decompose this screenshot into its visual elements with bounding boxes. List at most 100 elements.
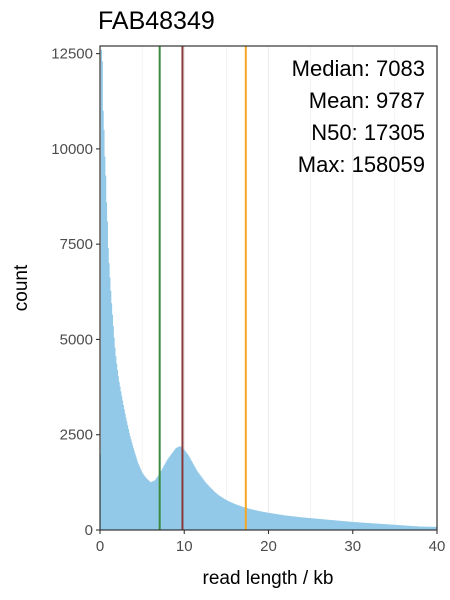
- histogram-bar: [378, 523, 380, 530]
- histogram-bar: [178, 446, 180, 530]
- histogram-bar: [352, 522, 354, 530]
- histogram-bar: [416, 526, 418, 530]
- histogram-bar: [284, 515, 286, 530]
- histogram-bar: [382, 524, 384, 530]
- histogram-bar: [249, 509, 252, 530]
- histogram-bar: [144, 476, 146, 530]
- histogram-bar: [258, 511, 260, 530]
- histogram-bar: [188, 456, 190, 530]
- histogram-bar: [118, 381, 120, 530]
- histogram-bar: [228, 501, 230, 530]
- histogram-bar: [421, 526, 424, 530]
- histogram-bar: [410, 525, 412, 530]
- histogram-bar: [330, 520, 333, 530]
- histogram-bar: [231, 502, 233, 530]
- histogram-bar: [123, 409, 125, 530]
- histogram-bar: [135, 456, 137, 530]
- histogram-bar: [206, 483, 208, 530]
- histogram-bar: [117, 376, 119, 530]
- histogram-bar: [409, 525, 411, 530]
- histogram-bar: [264, 512, 266, 530]
- histogram-bar: [373, 523, 376, 530]
- histogram-bar: [378, 523, 381, 530]
- histogram-bar: [252, 509, 254, 530]
- histogram-bar: [208, 486, 210, 530]
- histogram-bar: [287, 515, 290, 530]
- histogram-bar: [120, 391, 122, 530]
- histogram-bar: [183, 449, 185, 530]
- histogram-bar: [345, 521, 347, 530]
- chart-title: FAB48349: [98, 7, 215, 35]
- histogram-bar: [189, 457, 191, 530]
- histogram-bar: [212, 489, 214, 530]
- histogram-bar: [174, 448, 177, 530]
- histogram-bar: [187, 455, 189, 530]
- histogram-bar: [193, 465, 195, 530]
- histogram-bar: [166, 460, 168, 530]
- histogram-bar: [379, 523, 381, 530]
- histogram-bar: [313, 518, 315, 530]
- histogram-bar: [407, 525, 409, 530]
- histogram-bar: [366, 522, 368, 530]
- histogram-bar: [161, 469, 163, 530]
- histogram-bar: [402, 525, 404, 530]
- histogram-bar: [396, 524, 398, 530]
- histogram-bar: [210, 488, 212, 530]
- histogram-bar: [111, 314, 113, 530]
- histogram-bar: [261, 511, 263, 530]
- histogram-bar: [274, 513, 276, 530]
- histogram-bar: [132, 445, 134, 530]
- histogram-bar: [364, 522, 366, 530]
- histogram-bar: [148, 481, 151, 530]
- histogram-bar: [110, 303, 113, 530]
- histogram-bar: [114, 347, 116, 530]
- histogram-bar: [433, 526, 435, 530]
- histogram-bar: [172, 452, 174, 530]
- histogram-bar: [297, 516, 300, 530]
- histogram-bar: [212, 490, 215, 530]
- histogram-bar: [244, 507, 246, 530]
- histogram-bar: [318, 518, 320, 530]
- histogram-bar: [257, 510, 259, 530]
- histogram-bar: [347, 521, 349, 530]
- histogram-bar: [125, 417, 127, 530]
- histogram-bar: [393, 524, 395, 530]
- histogram-bar: [273, 513, 275, 530]
- histogram-bar: [406, 525, 408, 530]
- stat-annotation: Median: 7083: [292, 56, 425, 81]
- histogram-bar: [164, 463, 167, 530]
- histogram-bar: [169, 455, 172, 530]
- histogram-bar: [142, 474, 145, 530]
- histogram-bar: [113, 337, 115, 530]
- histogram-bar: [105, 175, 107, 530]
- histogram-bar: [107, 247, 109, 530]
- histogram-bar: [297, 516, 299, 530]
- histogram-bar: [266, 512, 269, 530]
- histogram-bar: [339, 520, 341, 530]
- histogram-bar: [112, 326, 114, 530]
- histogram-bar: [215, 493, 217, 530]
- histogram-bar: [319, 519, 322, 530]
- histogram-bar: [141, 471, 143, 530]
- histogram-bar: [412, 526, 414, 530]
- histogram-bar: [313, 518, 316, 530]
- histogram-bar: [356, 522, 359, 530]
- histogram-bar: [228, 501, 231, 530]
- histogram-bar: [420, 526, 423, 530]
- histogram-bar: [190, 459, 192, 530]
- y-tick-label: 12500: [51, 46, 93, 63]
- histogram-bar: [341, 521, 343, 530]
- histogram-bar: [239, 506, 242, 530]
- histogram-bar: [414, 526, 416, 530]
- histogram-bar: [321, 519, 323, 530]
- histogram-bar: [246, 508, 248, 530]
- histogram-bar: [220, 496, 222, 530]
- histogram-bar: [276, 514, 279, 530]
- histogram-bar: [298, 517, 301, 530]
- stat-annotation: N50: 17305: [311, 120, 425, 145]
- histogram-bar: [405, 525, 408, 530]
- histogram-bar: [427, 526, 429, 530]
- histogram-bar: [282, 515, 285, 530]
- histogram-bar: [316, 518, 318, 530]
